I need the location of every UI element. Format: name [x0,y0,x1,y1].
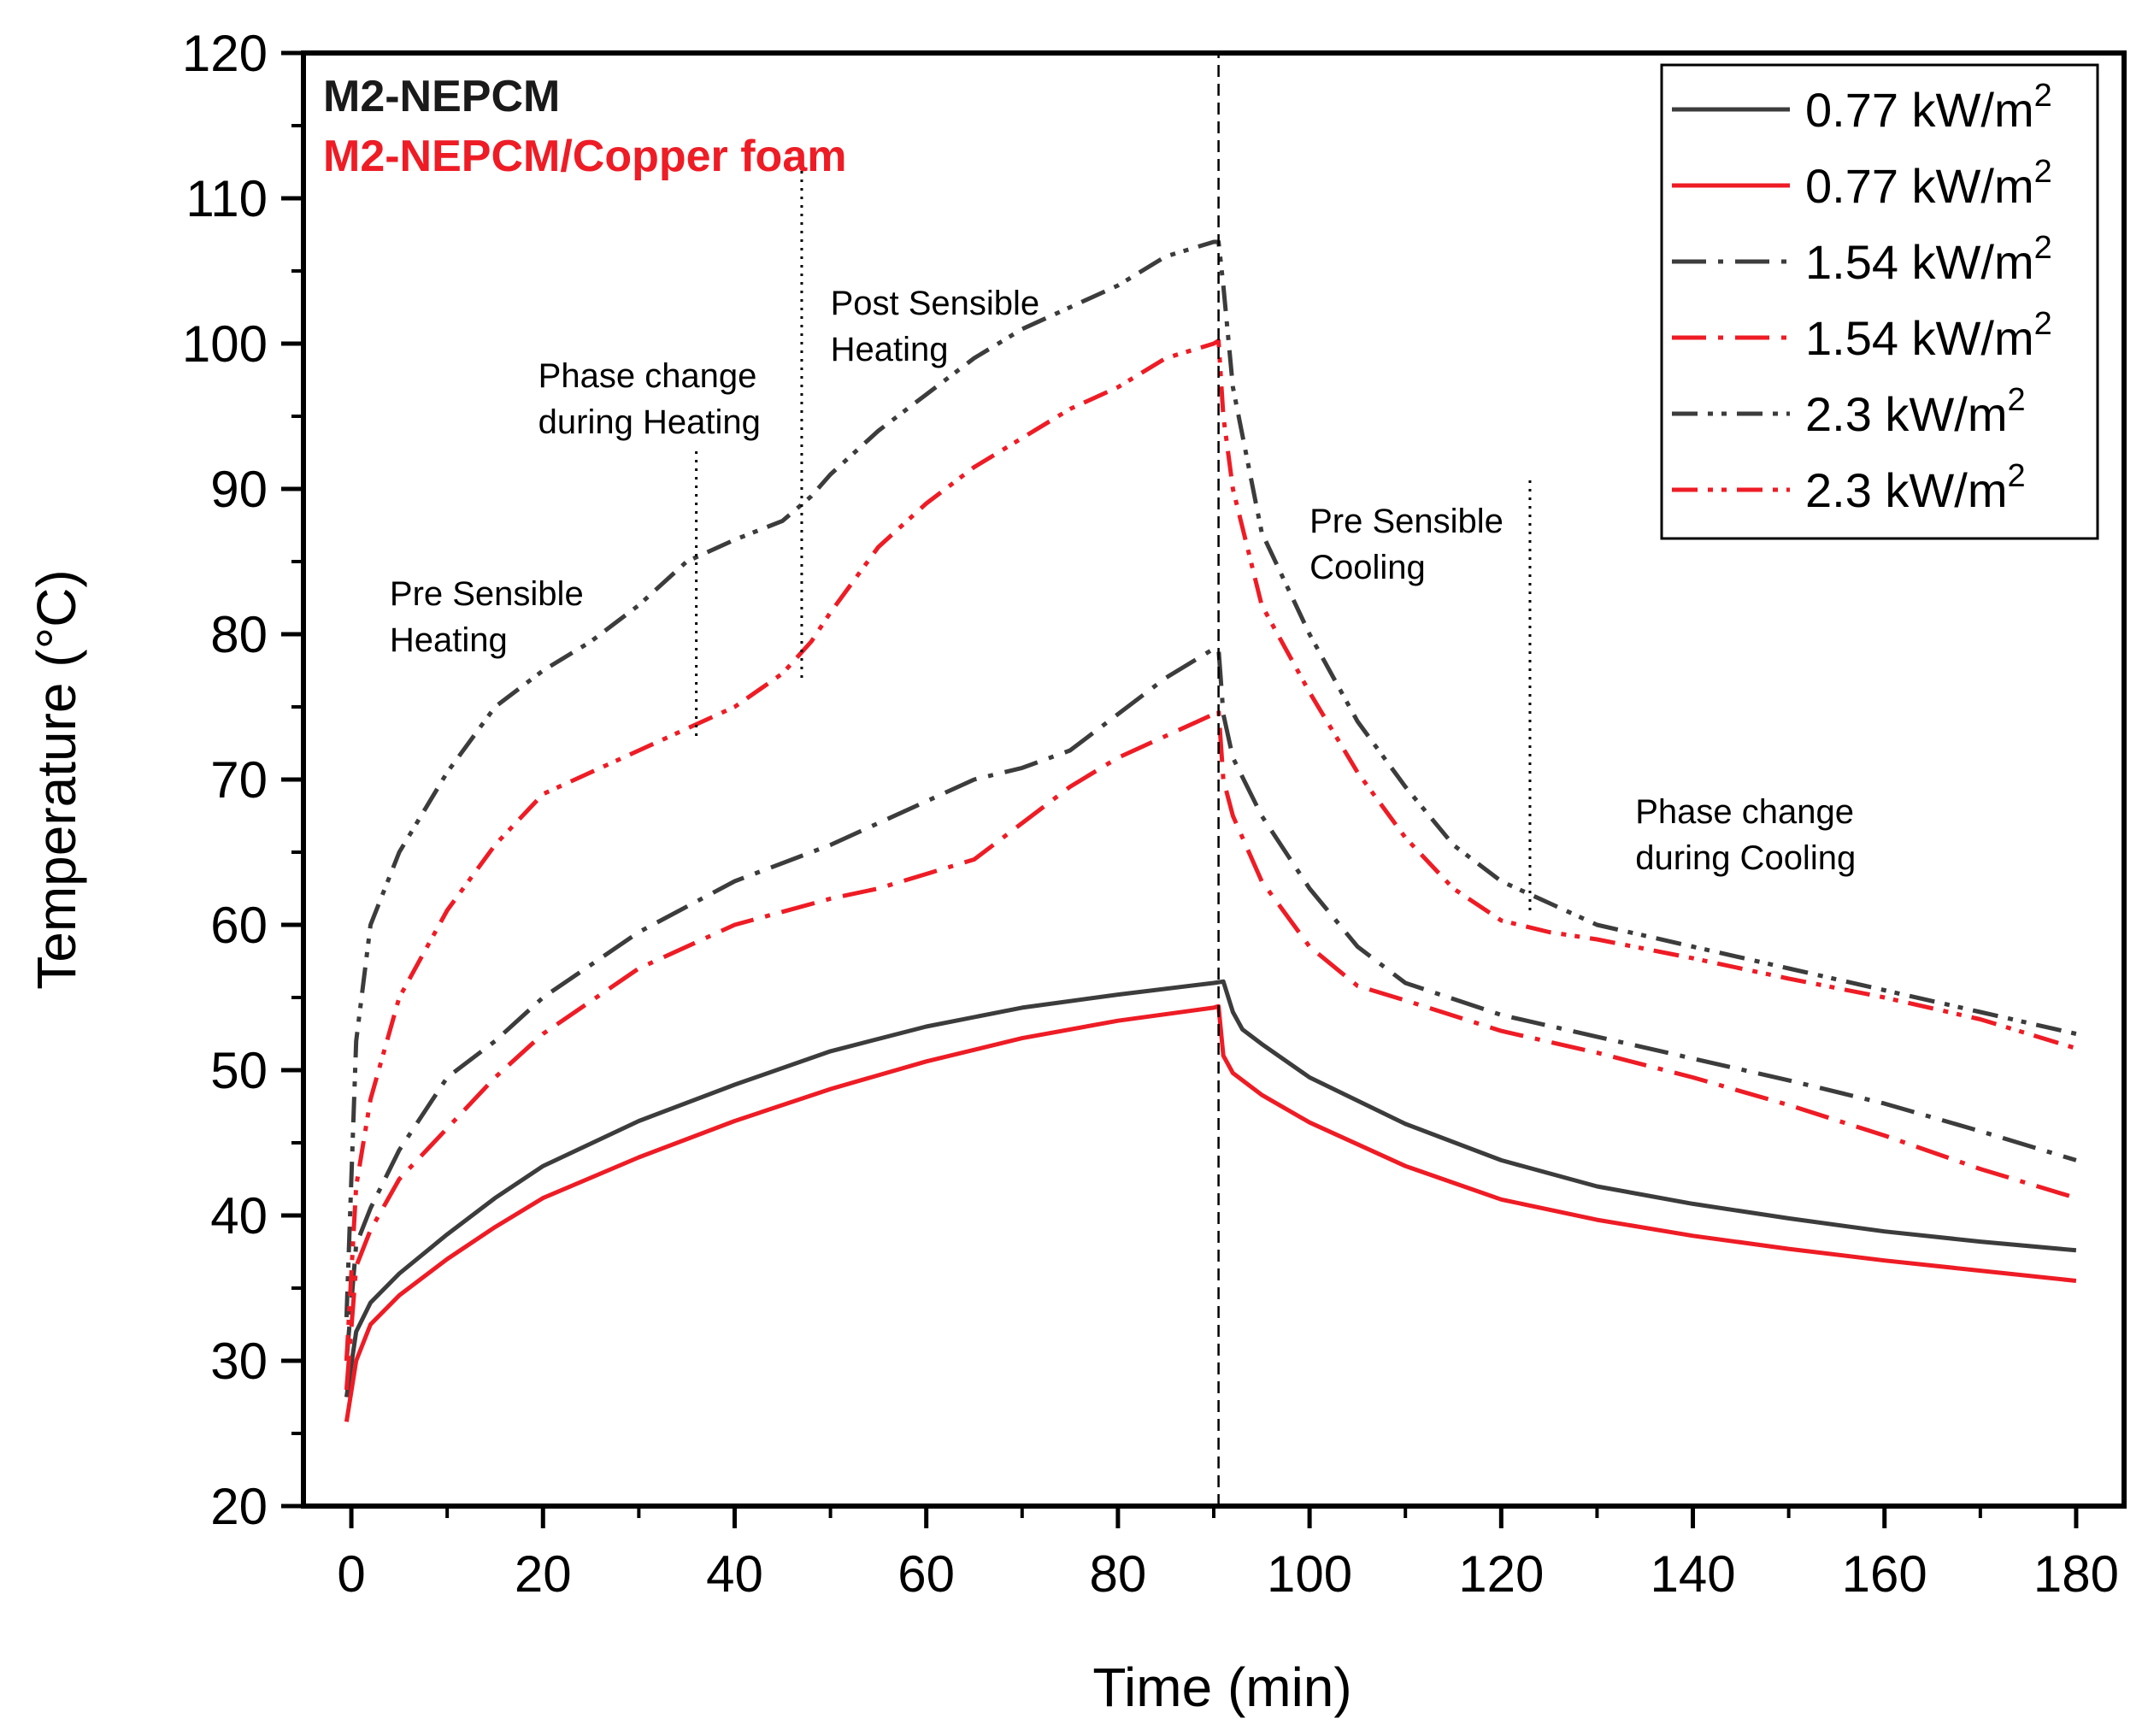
series-layer [344,239,2077,1422]
x-tick-label: 160 [1842,1545,1927,1603]
x-axis-title: Time (min) [1092,1657,1351,1718]
y-axis-title: Temperature (°C) [26,569,87,990]
x-tick-label: 0 [337,1545,365,1603]
y-tick-label: 70 [210,751,268,809]
axes: 0 20 40 60 80 100 120 140 160 180 20 30 40 50 60 70 80 90… [26,25,2127,1718]
region-annotation-5: Phase change during Cooling [1635,793,1856,877]
series-line-3 [344,646,2077,1362]
material-label-2: M2-NEPCM/Copper foam [323,132,846,181]
legend-label-1: 0.77 kW/m2 [1805,78,2052,137]
series-line-1 [344,979,2077,1398]
y-tick-label: 110 [185,170,268,227]
material-label-1: M2-NEPCM [323,72,560,121]
reference-lines [695,53,1532,1506]
y-tick-label: 100 [182,315,268,373]
legend-label-4: 1.54 kW/m2 [1805,306,2052,365]
y-tick-label: 30 [210,1333,268,1390]
y-tick-label: 120 [182,25,268,82]
region-annotation-1: Pre Sensible Heating [390,575,584,659]
region-annotation-3: Post Sensible Heating [831,285,1040,368]
annotations: Pre Sensible Heating Phase change during He… [323,72,1856,877]
x-tick-label: 20 [515,1545,572,1603]
y-tick-label: 40 [210,1187,268,1245]
x-tick-label: 140 [1650,1545,1735,1603]
legend: 0.77 kW/m2 0.77 kW/m2 1.54 kW/m2 1.54 kW/m2… [1660,63,2099,540]
x-tick-label: 100 [1267,1545,1352,1603]
y-tick-label: 80 [210,606,268,663]
x-tick-label: 180 [2033,1545,2119,1603]
y-tick-label: 50 [210,1042,268,1099]
legend-label-2: 0.77 kW/m2 [1805,154,2052,213]
legend-label-3: 1.54 kW/m2 [1805,230,2052,289]
x-tick-label: 40 [706,1545,763,1603]
x-tick-label: 120 [1458,1545,1544,1603]
y-tick-label: 90 [210,461,268,518]
x-tick-label: 80 [1090,1545,1147,1603]
x-tick-label: 60 [897,1545,955,1603]
series-line-2 [344,1003,2077,1422]
legend-box [1660,63,2099,540]
y-tick-label: 20 [210,1478,268,1535]
series-line-5 [344,239,2077,1318]
legend-label-5: 2.3 kW/m2 [1805,382,2026,441]
legend-label-6: 2.3 kW/m2 [1805,458,2026,517]
series-line-4 [344,707,2077,1391]
region-annotation-2: Phase change during Heating [538,357,761,441]
y-tick-label: 60 [210,897,268,954]
series-line-6 [344,338,2077,1362]
region-annotation-4: Pre Sensible Cooling [1309,503,1504,586]
